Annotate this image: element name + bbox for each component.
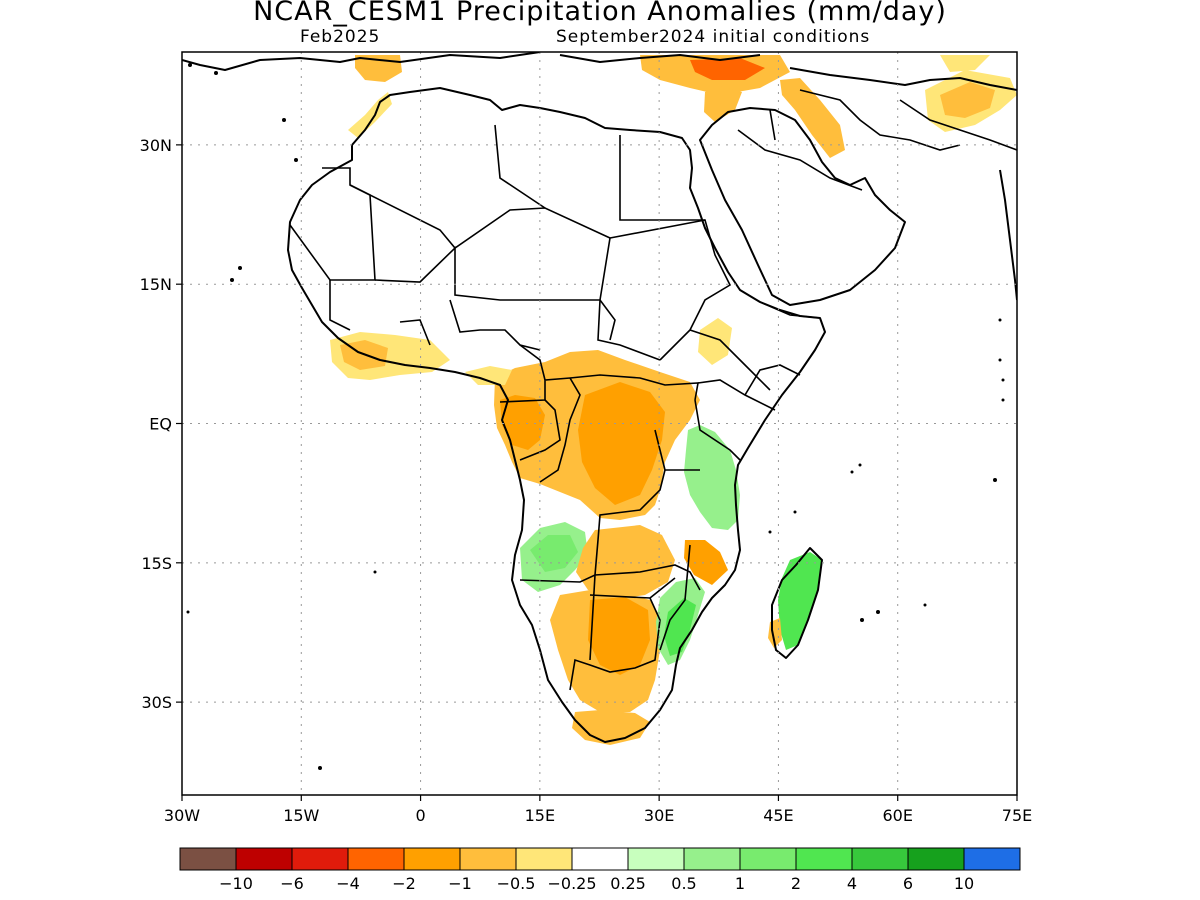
anomaly-morocco <box>348 92 392 138</box>
africa-coastline <box>287 87 826 743</box>
longitude-labels: 30W 15W 0 15E 30E 45E 60E 75E <box>164 806 1032 825</box>
axis-ticks <box>176 144 1018 801</box>
madagascar-coastline <box>771 547 823 659</box>
lon-tick-label: 30E <box>644 806 674 825</box>
colorbar-swatch <box>963 847 1021 871</box>
lat-tick-label: 15S <box>141 554 172 573</box>
colorbar-swatch <box>459 847 517 871</box>
latitude-labels: 30N 15N EQ 15S 30S <box>140 136 172 712</box>
border-southern <box>519 544 701 691</box>
colorbar-swatch <box>403 847 461 871</box>
lat-tick-label: 30N <box>140 136 172 155</box>
anomaly-mozambique-core <box>664 598 696 656</box>
colorbar-label: −1 <box>448 874 472 893</box>
india-coastline <box>999 169 1017 301</box>
anomaly-malawi <box>684 540 728 585</box>
colorbar-labels: −10 −6 −4 −2 −1 −0.5 −0.25 0.25 0.5 1 2 4 6 10 <box>219 874 974 893</box>
anomaly-caucasus <box>940 55 990 72</box>
anomaly-turkey-core <box>690 58 765 80</box>
lon-tick-label: 15E <box>525 806 555 825</box>
arabia-coastline <box>699 107 906 306</box>
initial-conditions-label: September2024 initial conditions <box>556 27 871 47</box>
colorbar-swatch <box>179 847 237 871</box>
anomaly-levant <box>704 86 742 122</box>
border-algeria <box>349 184 611 250</box>
colorbar-label: 10 <box>954 874 974 893</box>
colorbar-swatch <box>627 847 685 871</box>
border-arabia <box>737 89 1017 191</box>
islands <box>186 63 1005 770</box>
chart-title: NCAR_CESM1 Precipitation Anomalies (mm/d… <box>253 0 947 27</box>
anomaly-madagascar <box>778 552 822 650</box>
grid-lines <box>182 52 1017 795</box>
colorbar-swatch <box>795 847 853 871</box>
border-sahara-west <box>289 167 376 281</box>
anomaly-east-africa <box>684 425 740 530</box>
border-westafrica <box>329 280 541 351</box>
anomaly-ethiopia <box>698 318 732 365</box>
colorbar-swatch <box>515 847 573 871</box>
anomaly-congo-core <box>578 382 665 505</box>
anomaly-iran-core <box>940 82 995 118</box>
anomaly-fields <box>330 55 1017 745</box>
colorbar-label: 0.25 <box>610 874 646 893</box>
colorbar-swatch <box>235 847 293 871</box>
colorbar-label: −0.5 <box>497 874 536 893</box>
colorbar-label: 2 <box>791 874 801 893</box>
colorbar <box>179 847 1021 871</box>
colorbar-swatch <box>291 847 349 871</box>
colorbar-label: 6 <box>903 874 913 893</box>
anomaly-gabon <box>500 395 545 450</box>
border-eastafrica <box>665 329 776 471</box>
anomaly-iraq <box>780 78 845 158</box>
lon-tick-label: 45E <box>763 806 793 825</box>
colorbar-label: −4 <box>336 874 360 893</box>
colorbar-swatch <box>851 847 909 871</box>
lat-tick-label: 30S <box>141 693 172 712</box>
lon-tick-label: 75E <box>1002 806 1032 825</box>
colorbar-label: 0.5 <box>671 874 696 893</box>
lon-tick-label: 60E <box>882 806 912 825</box>
lat-tick-label: EQ <box>149 415 172 434</box>
colorbar-swatch <box>907 847 965 871</box>
colorbar-label: −10 <box>219 874 253 893</box>
colorbar-label: 4 <box>847 874 857 893</box>
colorbar-swatch <box>739 847 797 871</box>
colorbar-swatch <box>683 847 741 871</box>
colorbar-label: −2 <box>392 874 416 893</box>
colorbar-label: −6 <box>280 874 304 893</box>
colorbar-swatch <box>347 847 405 871</box>
lon-tick-label: 15W <box>283 806 319 825</box>
forecast-month: Feb2025 <box>300 27 381 47</box>
country-borders <box>289 89 1017 691</box>
colorbar-label: 1 <box>735 874 745 893</box>
colorbar-label: −0.25 <box>547 874 596 893</box>
lon-tick-label: 30W <box>164 806 200 825</box>
border-libya-egypt <box>494 124 705 221</box>
colorbar-swatch <box>571 847 629 871</box>
anomaly-botswana-core <box>588 597 650 675</box>
lat-tick-label: 15N <box>140 275 172 294</box>
border-horn <box>744 301 821 396</box>
europe-coastline <box>182 52 1017 91</box>
border-sahel <box>374 237 661 361</box>
lon-tick-label: 0 <box>415 806 425 825</box>
anomaly-zambia <box>576 525 675 600</box>
coastlines <box>182 52 1017 743</box>
anomaly-nigeria-coast <box>465 366 512 385</box>
